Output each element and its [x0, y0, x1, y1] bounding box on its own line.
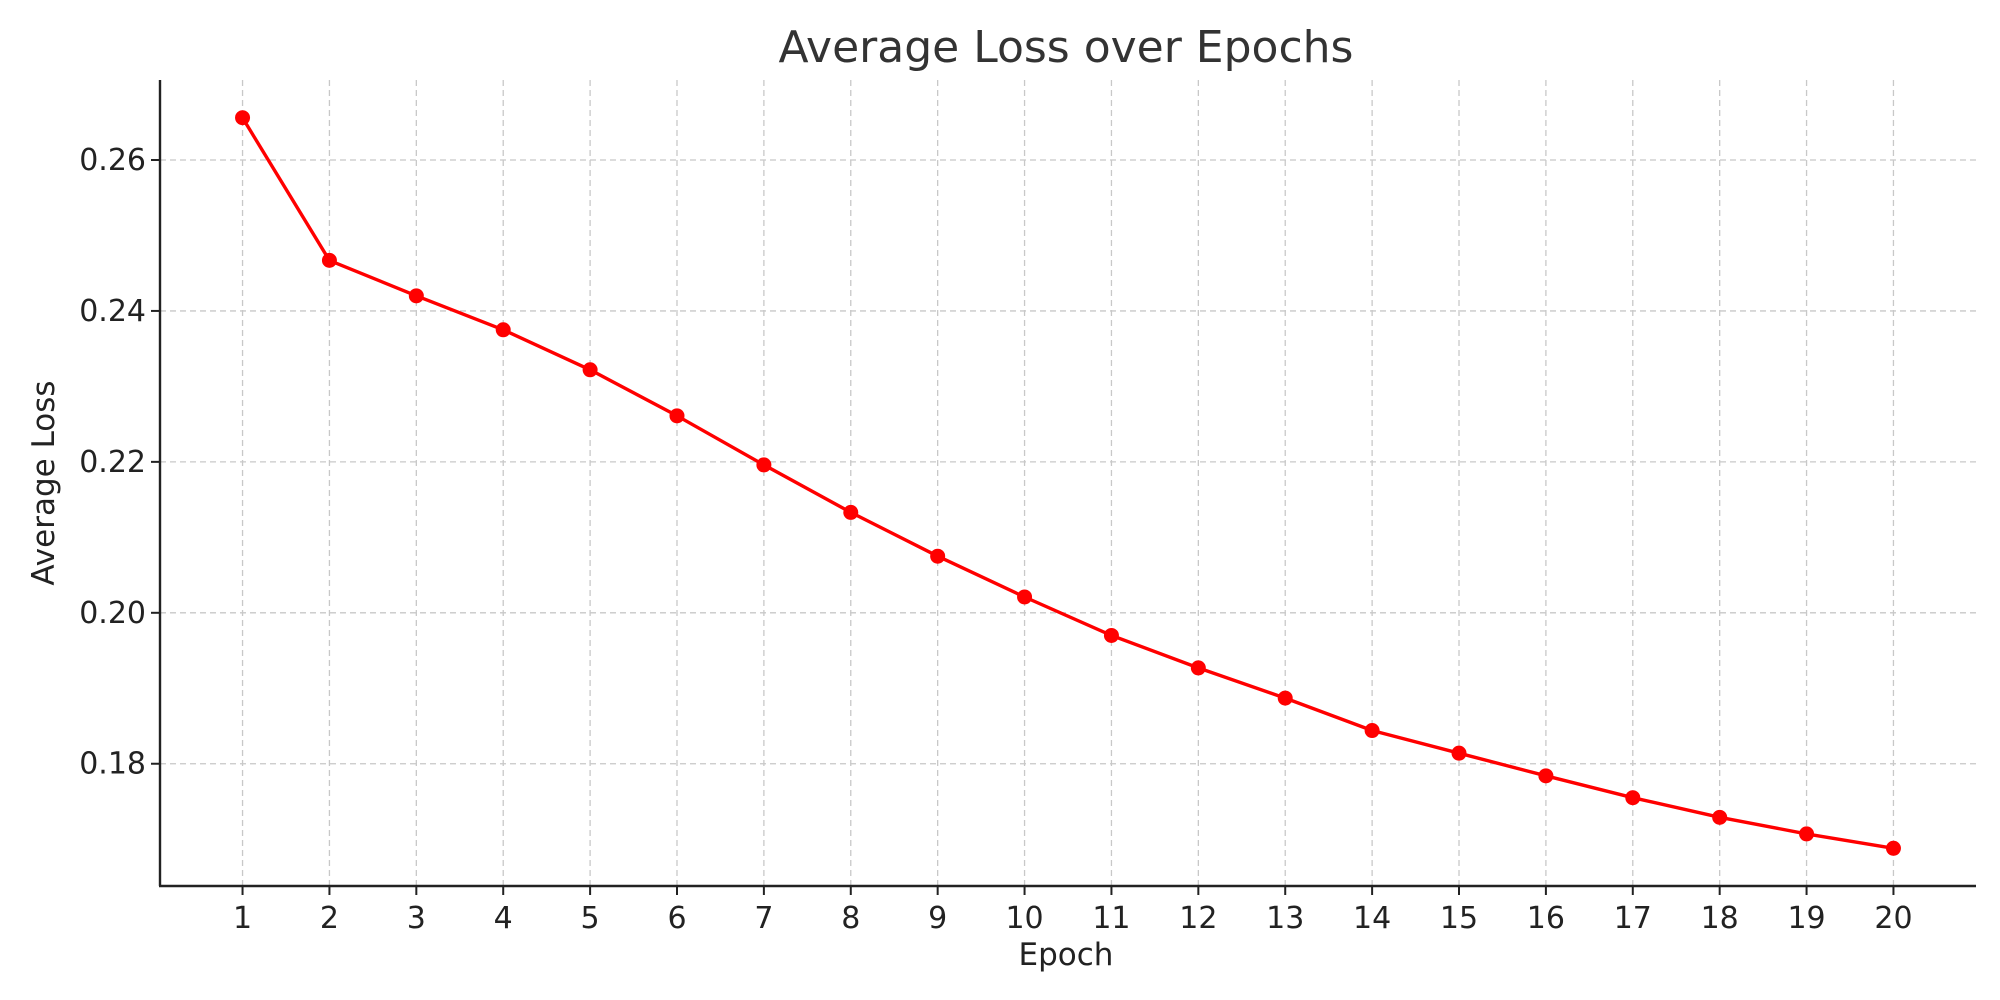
x-tick-label: 6	[667, 901, 686, 936]
data-point	[669, 408, 685, 424]
data-point	[235, 110, 251, 126]
x-tick-label: 14	[1353, 901, 1391, 936]
data-point	[582, 362, 598, 378]
data-point	[843, 504, 859, 520]
x-tick-label: 9	[928, 901, 947, 936]
x-tick-label: 7	[754, 901, 773, 936]
data-point	[1885, 840, 1901, 856]
x-tick-label: 10	[1005, 901, 1043, 936]
x-tick-label: 19	[1787, 901, 1825, 936]
x-tick-label: 8	[841, 901, 860, 936]
grid	[160, 80, 1976, 886]
x-tick-label: 17	[1614, 901, 1652, 936]
data-point	[1625, 790, 1641, 806]
y-tick-label: 0.18	[79, 747, 146, 782]
x-tick-label: 3	[407, 901, 426, 936]
x-tick-label: 4	[494, 901, 513, 936]
y-tick-label: 0.22	[79, 445, 146, 480]
data-point	[1451, 745, 1467, 761]
x-tick-label: 11	[1092, 901, 1130, 936]
data-point	[1190, 660, 1206, 676]
x-tick-label: 13	[1266, 901, 1304, 936]
data-series	[235, 110, 1901, 856]
x-tick-label: 16	[1527, 901, 1565, 936]
data-point	[495, 322, 511, 338]
data-point	[1103, 627, 1119, 643]
data-point	[408, 288, 424, 304]
data-point	[1017, 589, 1033, 605]
series-line	[241, 116, 1894, 850]
y-tick-label: 0.24	[79, 294, 146, 329]
data-point	[1538, 768, 1554, 784]
data-point	[1364, 723, 1380, 739]
data-point	[930, 548, 946, 564]
x-tick-label: 2	[320, 901, 339, 936]
data-point	[1277, 690, 1293, 706]
chart-title: Average Loss over Epochs	[779, 22, 1354, 73]
ticks: 1 2 3 4 5 6 7 8 9 10 11 12 13 14 15 16 17 18 19 200.180.200…	[79, 143, 1912, 936]
y-axis-title: Average Loss	[26, 380, 62, 585]
x-tick-label: 12	[1179, 901, 1217, 936]
data-point	[1799, 826, 1815, 842]
x-axis-title: Epoch	[1019, 937, 1114, 973]
y-tick-label: 0.20	[79, 596, 146, 631]
x-tick-label: 1	[233, 901, 252, 936]
x-tick-label: 15	[1440, 901, 1478, 936]
axes	[158, 80, 1976, 888]
x-tick-label: 18	[1701, 901, 1739, 936]
x-tick-label: 20	[1874, 901, 1912, 936]
x-tick-label: 5	[581, 901, 600, 936]
y-tick-label: 0.26	[79, 143, 146, 178]
data-point	[321, 252, 337, 268]
data-point	[1712, 809, 1728, 825]
data-point	[756, 457, 772, 473]
